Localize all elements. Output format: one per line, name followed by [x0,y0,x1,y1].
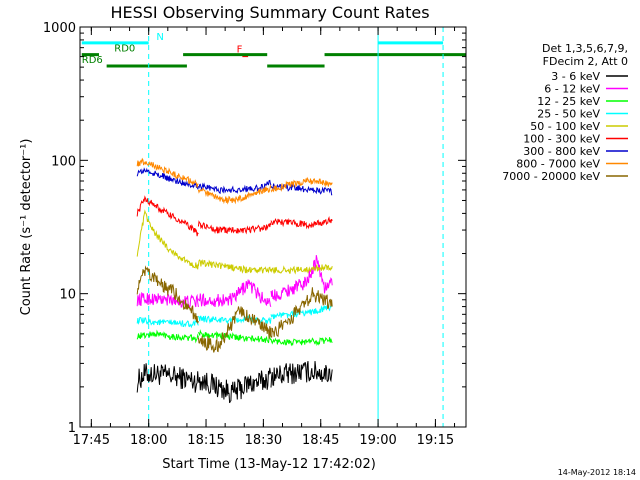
series-3-6-kev [136,361,333,404]
legend-label-1: 3 - 6 keV [551,70,600,83]
status-label-n: N [156,32,163,43]
legend-label-7: 300 - 800 keV [523,145,600,158]
series-line-4-segment-1 [136,316,199,329]
series-line-4-segment-3 [270,303,333,320]
footer-date: 14-May-2012 18:14 [558,468,636,477]
y-tick-label-3: 100 [51,154,76,169]
x-axis-label: Start Time (13-May-12 17:42:02) [162,457,376,472]
legend-label-9: 7000 - 20000 keV [502,170,600,183]
series-line-6-segment-3 [270,216,333,230]
y-axis-label: Count Rate (s⁻¹ detector⁻¹) [19,139,34,316]
status-label-rd6: RD6 [82,55,103,66]
series-12-25-kev [136,329,333,347]
x-tick-label-6: 19:00 [359,433,396,448]
series-line-8-segment-2 [197,184,272,205]
series-7000-20000-kev [136,265,333,353]
plot-frame [79,26,467,428]
series-50-100-kev [136,209,333,275]
legend-header-line-2: FDecim 2, Att 0 [543,55,628,68]
series-line-3-segment-2 [197,329,272,344]
series-line-7-segment-2 [197,179,272,195]
series-line-6-segment-1 [136,195,199,237]
status-bars [81,41,466,68]
x-tick-label-3: 18:15 [187,433,224,448]
series-line-2-segment-3 [270,255,333,302]
series-line-5-segment-1 [136,209,199,270]
series-line-5-segment-2 [197,259,272,274]
y-tick-label-1: 1 [68,421,76,436]
y-tick-label-4: 1000 [43,21,76,36]
series-line-1-segment-1 [136,363,199,393]
series-line-6-segment-2 [197,220,272,235]
y-tick-label-2: 10 [59,288,76,303]
status-label-f: F [237,45,243,56]
x-tick-label-5: 18:45 [302,433,339,448]
x-tick-label-4: 18:30 [245,433,282,448]
status-labels: N F RD0 RD6 [82,32,243,66]
x-axis: 17:45 18:00 18:15 18:30 18:45 19:00 19:15 [73,27,456,448]
series-line-3-segment-3 [270,336,333,347]
legend-label-6: 100 - 300 keV [523,133,600,146]
legend-label-5: 50 - 100 keV [530,120,600,133]
series-line-9-segment-1 [136,265,199,324]
series-line-2-segment-2 [197,279,272,308]
series-line-1-segment-3 [270,361,333,388]
legend-label-4: 25 - 50 keV [537,108,600,121]
chart-title: HESSI Observing Summary Count Rates [110,3,429,22]
vertical-markers [148,27,444,427]
series-800-7000-kev [136,157,333,205]
series-line-9-segment-2 [197,306,272,353]
series-line-7-segment-1 [136,167,199,190]
legend-label-3: 12 - 25 keV [537,95,600,108]
legend-label-8: 800 - 7000 keV [516,158,600,171]
series-line-9-segment-3 [270,287,333,338]
series-line-3-segment-1 [136,329,199,344]
series-100-300-kev [136,195,333,237]
status-label-rd0: RD0 [114,44,135,55]
x-tick-label-7: 19:15 [417,433,454,448]
x-tick-label-2: 18:00 [130,433,167,448]
series-line-8-segment-1 [136,157,199,188]
series-6-12-kev [136,255,333,309]
x-tick-label-1: 17:45 [73,433,110,448]
y-axis: 1 10 100 1000 [43,21,466,436]
series-layer [136,157,333,404]
legend: Det 1,3,5,6,7,9, FDecim 2, Att 0 3 - 6 k… [502,42,628,183]
series-line-5-segment-3 [270,263,333,275]
series-line-1-segment-2 [197,367,272,404]
legend-header-line-1: Det 1,3,5,6,7,9, [542,42,628,55]
series-line-8-segment-3 [270,176,333,193]
legend-label-2: 6 - 12 keV [544,83,600,96]
